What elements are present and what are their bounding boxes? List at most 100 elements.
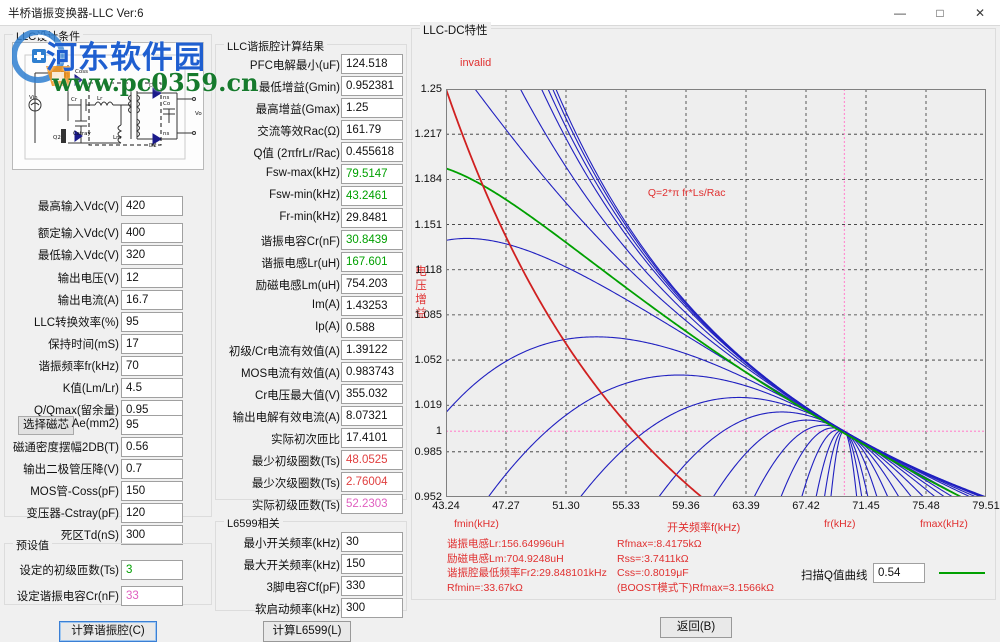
svg-text:D1: D1 — [149, 83, 157, 89]
input-max-input-vdc[interactable]: 420 — [121, 196, 183, 216]
label-preset-cr: 设定谐振电容Cr(nF) — [16, 591, 119, 603]
result-row-cr: 谐振电容Cr(nF) 30.8439 — [215, 230, 407, 250]
l6599-row-max-fsw: 最大开关频率(kHz) 150 — [215, 554, 407, 574]
value-cr: 30.8439 — [341, 230, 403, 250]
label-mos-coss: MOS管-Coss(pF) — [30, 486, 119, 498]
value-ip: 0.588 — [341, 318, 403, 338]
value-output-cap-rms: 8.07321 — [341, 406, 403, 426]
minimize-button[interactable]: — — [894, 6, 906, 20]
y-tick-label: 1.118 — [415, 263, 442, 276]
y-tick-label: 1.019 — [414, 399, 442, 412]
value-cr-vmax: 355.032 — [341, 384, 403, 404]
result-row-q: Q值 (2πfrLr/Rac) 0.455618 — [215, 142, 407, 162]
field-row-resonant-frequency: 谐振频率fr(kHz) 70 — [4, 356, 212, 376]
result-row-mos-rms: MOS电流有效值(A) 0.983743 — [215, 362, 407, 382]
input-k-value[interactable]: 4.5 — [121, 378, 183, 398]
input-output-voltage[interactable]: 12 — [121, 268, 183, 288]
value-actual-primary-turns: 52.2303 — [341, 494, 403, 514]
input-core-ae[interactable]: 95 — [121, 415, 183, 435]
value-lr: 167.601 — [341, 252, 403, 272]
calculate-l6599-button[interactable]: 计算L6599(L) — [263, 621, 351, 642]
input-output-current[interactable]: 16.7 — [121, 290, 183, 310]
label-efficiency: LLC转换效率(%) — [34, 317, 119, 329]
y-tick-label: 1.085 — [414, 308, 442, 321]
label-preset-turns: 设定的初级匝数(Ts) — [19, 565, 119, 577]
x-tick-label: 43.24 — [432, 500, 460, 512]
l6599-group: L6599相关 — [215, 515, 407, 611]
x-tick-label: 51.30 — [552, 500, 580, 512]
field-row-preset-cr: 设定谐振电容Cr(nF) 33 — [4, 586, 212, 606]
svg-text:Cstray: Cstray — [73, 131, 91, 137]
label-fsw-min: Fsw-min(kHz) — [269, 189, 340, 201]
result-row-cr-vmax: Cr电压最大值(V) 355.032 — [215, 384, 407, 404]
dc-gain-plot: 电压增益 Q=2*π fr*Ls/Rac 1.25 1.217 1.184 1.151… — [414, 83, 999, 512]
field-row-dead-time: 死区Td(nS) 300 — [4, 525, 212, 545]
label-cstray: 变压器-Cstray(pF) — [26, 508, 119, 520]
input-l6599-cf[interactable]: 330 — [341, 576, 403, 596]
x-axis-label: 开关频率f(kHz) — [667, 522, 741, 534]
input-l6599-max-fsw[interactable]: 150 — [341, 554, 403, 574]
label-l6599-soft-start: 软启动频率(kHz) — [255, 604, 340, 616]
input-flux-density[interactable]: 0.56 — [121, 437, 183, 457]
value-rac: 161.79 — [341, 120, 403, 140]
label-cr: 谐振电容Cr(nF) — [260, 236, 340, 248]
input-mos-coss[interactable]: 150 — [121, 481, 183, 501]
field-row-flux-density: 磁通密度摆幅2DB(T) 0.56 — [4, 437, 212, 457]
input-diode-drop[interactable]: 0.7 — [121, 459, 183, 479]
label-cr-vmax: Cr电压最大值(V) — [255, 390, 340, 402]
label-core-ae: Ae(mm2) — [71, 418, 119, 430]
value-min-primary-turns: 48.0525 — [341, 450, 403, 470]
label-im: Im(A) — [311, 299, 340, 311]
results-group-label: LLC谐振腔计算结果 — [224, 38, 328, 54]
calculate-resonant-tank-button[interactable]: 计算谐振腔(C) — [59, 621, 157, 642]
input-preset-cr[interactable]: 33 — [121, 586, 183, 606]
close-button[interactable]: ✕ — [974, 6, 986, 20]
l6599-row-cf: 3脚电容Cf(pF) 330 — [215, 576, 407, 596]
sweep-q-input[interactable]: 0.54 — [873, 563, 925, 583]
field-row-mos-coss: MOS管-Coss(pF) 150 — [4, 481, 212, 501]
field-row-hold-time: 保持时间(mS) 17 — [4, 334, 212, 354]
back-button[interactable]: 返回(B) — [660, 617, 732, 638]
input-hold-time[interactable]: 17 — [121, 334, 183, 354]
sweep-q-legend-swatch — [939, 572, 985, 574]
input-rated-input-vdc[interactable]: 400 — [121, 223, 183, 243]
input-l6599-min-fsw[interactable]: 30 — [341, 532, 403, 552]
llc-circuit-schematic: Vin Q1 Coss Cr Lr D1 Cstray Lm D2 Co Vo … — [12, 42, 204, 170]
input-min-input-vdc[interactable]: 320 — [121, 245, 183, 265]
select-core-button[interactable]: 选择磁芯 — [18, 416, 74, 435]
note-rfmin: Rfmin=:33.67kΩ — [447, 581, 523, 594]
input-resonant-frequency[interactable]: 70 — [121, 356, 183, 376]
y-tick-label: 1.25 — [420, 83, 442, 95]
value-fr-min: 29.8481 — [341, 208, 403, 228]
result-row-fsw-min: Fsw-min(kHz) 43.2461 — [215, 186, 407, 206]
result-row-actual-primary-turns: 实际初级匝数(Ts) 52.2303 — [215, 494, 407, 514]
value-min-secondary-turns: 2.76004 — [341, 472, 403, 492]
note-rfmax: Rfmax=:8.4175kΩ — [617, 538, 702, 550]
field-row-preset-turns: 设定的初级匝数(Ts) 3 — [4, 560, 212, 580]
note-fr2: 谐振腔最低频率Fr2:29.848101kHz — [447, 567, 607, 579]
input-efficiency[interactable]: 95 — [121, 312, 183, 332]
field-row-efficiency: LLC转换效率(%) 95 — [4, 312, 212, 332]
x-tick-label: 71.45 — [852, 500, 880, 512]
field-row-core-ae: 选择磁芯 Ae(mm2) 95 — [4, 414, 212, 436]
result-row-primary-cr-rms: 初级/Cr电流有效值(A) 1.39122 — [215, 340, 407, 360]
svg-text:D2: D2 — [149, 143, 157, 149]
svg-text:Lm: Lm — [113, 135, 121, 141]
result-row-gmax: 最高增益(Gmax) 1.25 — [215, 98, 407, 118]
label-rated-input-vdc: 额定输入Vdc(V) — [37, 228, 119, 240]
input-preset-turns[interactable]: 3 — [121, 560, 183, 580]
maximize-button[interactable]: □ — [936, 6, 944, 20]
field-row-rated-input-vdc: 额定输入Vdc(V) 400 — [4, 223, 212, 243]
fmin-marker-label: fmin(kHz) — [454, 518, 499, 530]
input-dead-time[interactable]: 300 — [121, 525, 183, 545]
value-turns-ratio: 17.4101 — [341, 428, 403, 448]
input-l6599-soft-start[interactable]: 300 — [341, 598, 403, 618]
notes-left-column: 谐振电感Lr:156.64996uH 励磁电感Lm:704.9248uH 谐振腔… — [447, 537, 607, 595]
field-row-k-value: K值(Lm/Lr) 4.5 — [4, 378, 212, 398]
svg-text:Coss: Coss — [75, 69, 88, 75]
label-min-input-vdc: 最低输入Vdc(V) — [37, 250, 119, 262]
x-tick-label: 79.51 — [972, 500, 1000, 512]
result-row-fr-min: Fr-min(kHz) 29.8481 — [215, 208, 407, 228]
input-cstray[interactable]: 120 — [121, 503, 183, 523]
y-tick-label: 0.952 — [414, 491, 442, 503]
